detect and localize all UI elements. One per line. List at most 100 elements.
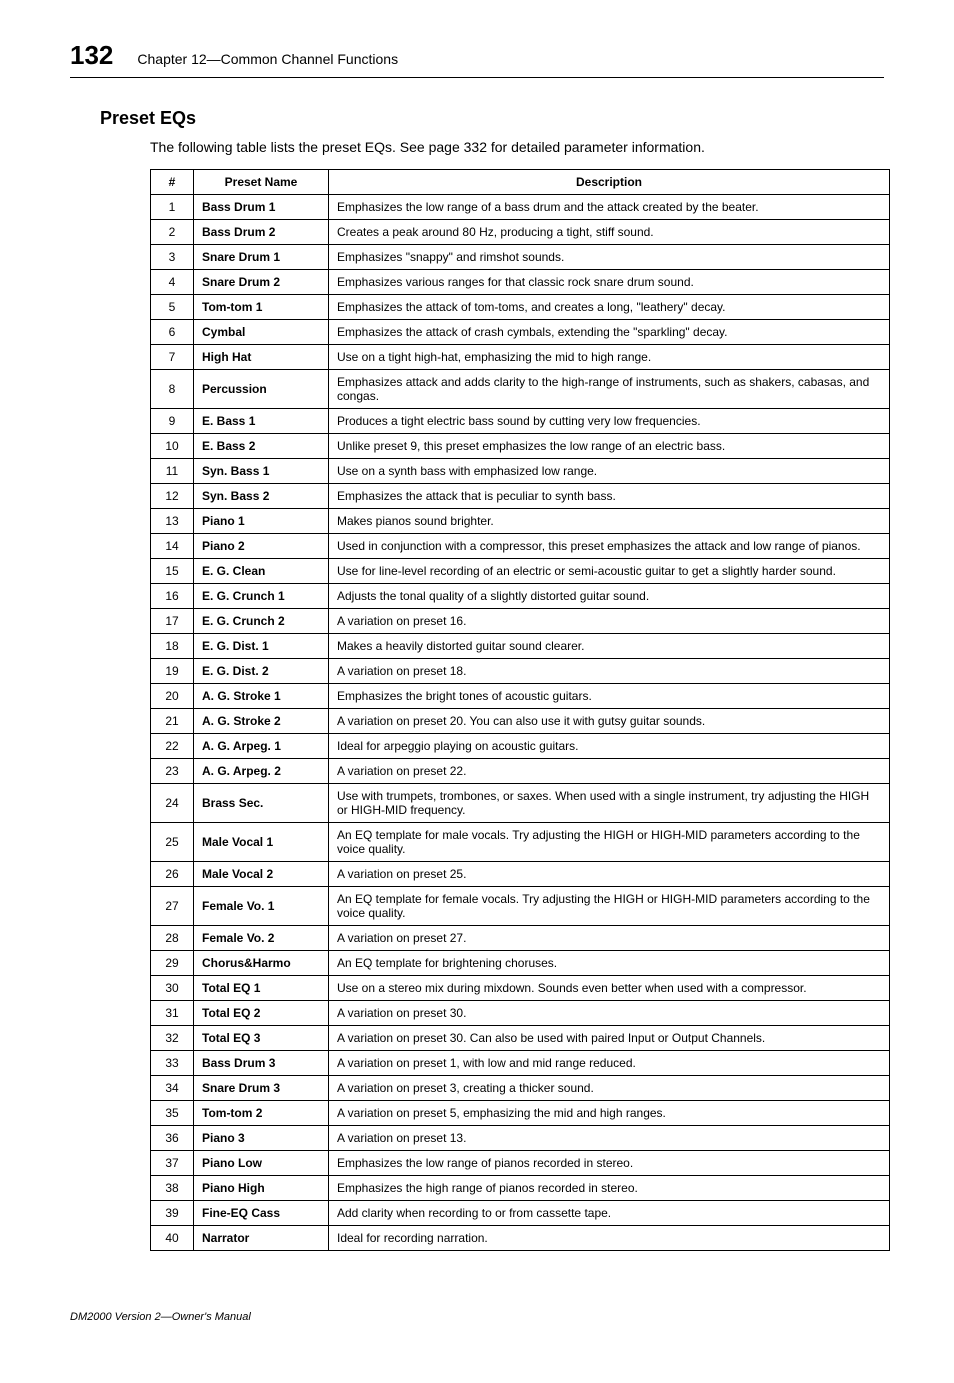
preset-description: Emphasizes attack and adds clarity to th…: [329, 370, 890, 409]
row-number: 28: [151, 926, 194, 951]
preset-name: E. G. Crunch 2: [194, 609, 329, 634]
table-row: 36Piano 3A variation on preset 13.: [151, 1126, 890, 1151]
preset-name: E. G. Dist. 1: [194, 634, 329, 659]
preset-name: E. G. Dist. 2: [194, 659, 329, 684]
table-row: 21A. G. Stroke 2A variation on preset 20…: [151, 709, 890, 734]
preset-description: Use on a synth bass with emphasized low …: [329, 459, 890, 484]
preset-name: Fine-EQ Cass: [194, 1201, 329, 1226]
table-row: 15E. G. CleanUse for line-level recordin…: [151, 559, 890, 584]
table-row: 20A. G. Stroke 1Emphasizes the bright to…: [151, 684, 890, 709]
preset-name: Narrator: [194, 1226, 329, 1251]
preset-description: A variation on preset 3, creating a thic…: [329, 1076, 890, 1101]
preset-description: Emphasizes the high range of pianos reco…: [329, 1176, 890, 1201]
row-number: 35: [151, 1101, 194, 1126]
preset-name: High Hat: [194, 345, 329, 370]
table-row: 9E. Bass 1Produces a tight electric bass…: [151, 409, 890, 434]
preset-description: A variation on preset 1, with low and mi…: [329, 1051, 890, 1076]
preset-name: Snare Drum 1: [194, 245, 329, 270]
preset-name: Piano 3: [194, 1126, 329, 1151]
preset-name: Tom-tom 1: [194, 295, 329, 320]
preset-description: Emphasizes the bright tones of acoustic …: [329, 684, 890, 709]
intro-text: The following table lists the preset EQs…: [150, 139, 884, 155]
table-row: 33Bass Drum 3A variation on preset 1, wi…: [151, 1051, 890, 1076]
preset-description: Emphasizes the attack of crash cymbals, …: [329, 320, 890, 345]
table-row: 16E. G. Crunch 1Adjusts the tonal qualit…: [151, 584, 890, 609]
table-row: 5Tom-tom 1Emphasizes the attack of tom-t…: [151, 295, 890, 320]
table-row: 1Bass Drum 1Emphasizes the low range of …: [151, 195, 890, 220]
preset-description: Use for line-level recording of an elect…: [329, 559, 890, 584]
preset-name: E. Bass 2: [194, 434, 329, 459]
row-number: 20: [151, 684, 194, 709]
preset-description: A variation on preset 30. Can also be us…: [329, 1026, 890, 1051]
table-row: 6CymbalEmphasizes the attack of crash cy…: [151, 320, 890, 345]
table-row: 14Piano 2Used in conjunction with a comp…: [151, 534, 890, 559]
preset-description: Makes a heavily distorted guitar sound c…: [329, 634, 890, 659]
preset-name: Bass Drum 3: [194, 1051, 329, 1076]
preset-name: A. G. Arpeg. 2: [194, 759, 329, 784]
preset-description: An EQ template for female vocals. Try ad…: [329, 887, 890, 926]
row-number: 13: [151, 509, 194, 534]
preset-description: Emphasizes "snappy" and rimshot sounds.: [329, 245, 890, 270]
row-number: 6: [151, 320, 194, 345]
row-number: 5: [151, 295, 194, 320]
row-number: 30: [151, 976, 194, 1001]
table-row: 4Snare Drum 2Emphasizes various ranges f…: [151, 270, 890, 295]
preset-name: Total EQ 2: [194, 1001, 329, 1026]
preset-name: Piano Low: [194, 1151, 329, 1176]
preset-name: Brass Sec.: [194, 784, 329, 823]
preset-name: Syn. Bass 2: [194, 484, 329, 509]
preset-description: Used in conjunction with a compressor, t…: [329, 534, 890, 559]
preset-description: Emphasizes the attack that is peculiar t…: [329, 484, 890, 509]
preset-name: Bass Drum 2: [194, 220, 329, 245]
preset-description: Use on a tight high-hat, emphasizing the…: [329, 345, 890, 370]
preset-description: A variation on preset 18.: [329, 659, 890, 684]
preset-description: An EQ template for male vocals. Try adju…: [329, 823, 890, 862]
row-number: 7: [151, 345, 194, 370]
table-row: 32Total EQ 3A variation on preset 30. Ca…: [151, 1026, 890, 1051]
preset-name: Bass Drum 1: [194, 195, 329, 220]
preset-description: A variation on preset 16.: [329, 609, 890, 634]
row-number: 22: [151, 734, 194, 759]
table-row: 37Piano LowEmphasizes the low range of p…: [151, 1151, 890, 1176]
preset-description: A variation on preset 25.: [329, 862, 890, 887]
table-row: 11Syn. Bass 1Use on a synth bass with em…: [151, 459, 890, 484]
table-row: 7High HatUse on a tight high-hat, emphas…: [151, 345, 890, 370]
row-number: 21: [151, 709, 194, 734]
preset-description: A variation on preset 27.: [329, 926, 890, 951]
table-row: 40NarratorIdeal for recording narration.: [151, 1226, 890, 1251]
preset-description: Produces a tight electric bass sound by …: [329, 409, 890, 434]
page-header: 132 Chapter 12—Common Channel Functions: [70, 40, 884, 78]
row-number: 40: [151, 1226, 194, 1251]
preset-name: Total EQ 1: [194, 976, 329, 1001]
preset-description: Unlike preset 9, this preset emphasizes …: [329, 434, 890, 459]
footer-text: DM2000 Version 2—Owner's Manual: [70, 1311, 884, 1323]
table-row: 8PercussionEmphasizes attack and adds cl…: [151, 370, 890, 409]
row-number: 11: [151, 459, 194, 484]
preset-description: Emphasizes the low range of pianos recor…: [329, 1151, 890, 1176]
preset-description: Adjusts the tonal quality of a slightly …: [329, 584, 890, 609]
preset-description: A variation on preset 30.: [329, 1001, 890, 1026]
preset-description: A variation on preset 5, emphasizing the…: [329, 1101, 890, 1126]
table-row: 35Tom-tom 2A variation on preset 5, emph…: [151, 1101, 890, 1126]
row-number: 17: [151, 609, 194, 634]
preset-name: A. G. Stroke 2: [194, 709, 329, 734]
table-row: 23A. G. Arpeg. 2A variation on preset 22…: [151, 759, 890, 784]
row-number: 15: [151, 559, 194, 584]
col-description-header: Description: [329, 170, 890, 195]
preset-description: A variation on preset 20. You can also u…: [329, 709, 890, 734]
row-number: 4: [151, 270, 194, 295]
preset-description: Use on a stereo mix during mixdown. Soun…: [329, 976, 890, 1001]
preset-name: Percussion: [194, 370, 329, 409]
row-number: 39: [151, 1201, 194, 1226]
preset-name: Piano 2: [194, 534, 329, 559]
row-number: 8: [151, 370, 194, 409]
row-number: 31: [151, 1001, 194, 1026]
table-row: 22A. G. Arpeg. 1Ideal for arpeggio playi…: [151, 734, 890, 759]
table-row: 2Bass Drum 2Creates a peak around 80 Hz,…: [151, 220, 890, 245]
preset-description: Makes pianos sound brighter.: [329, 509, 890, 534]
row-number: 37: [151, 1151, 194, 1176]
row-number: 14: [151, 534, 194, 559]
row-number: 3: [151, 245, 194, 270]
row-number: 38: [151, 1176, 194, 1201]
row-number: 16: [151, 584, 194, 609]
